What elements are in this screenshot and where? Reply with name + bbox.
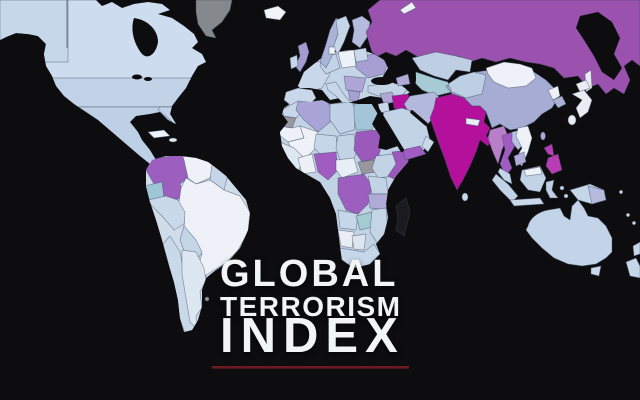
region-tasmania [590,265,602,277]
region-argentina [181,249,207,331]
region-oman [421,135,435,153]
region-australia [525,199,613,267]
region-caucasus [395,73,411,87]
region-drc [337,173,373,215]
region-taiwan [540,131,546,141]
region-cameroon-car [335,157,359,179]
region-sulawesi [545,179,559,199]
region-denmark [328,46,336,55]
great-lakes-east [144,77,152,81]
region-pacific-island-1 [625,212,631,218]
region-brazil [178,177,250,277]
region-cambodia [513,151,527,167]
region-south-africa [339,243,381,268]
persian-gulf [410,110,428,126]
region-yemen [401,145,427,161]
region-sri-lanka [461,192,469,202]
sea-of-okhotsk [576,12,622,80]
region-north-korea [547,85,561,101]
region-greenland [195,0,233,39]
region-moluccas-1 [559,185,565,191]
region-papua-new-guinea [587,185,607,205]
region-pacific-island-3 [618,189,624,195]
region-philippines-mindanao [545,153,563,175]
region-mongolia [485,61,537,89]
region-sweden [332,15,351,55]
title-line-terrorism: TERRORISM [220,291,402,322]
hudson-bay [132,18,158,57]
region-nepal [465,117,481,127]
region-java [509,197,545,207]
region-xinjiang [447,71,487,99]
region-new-zealand-south [625,257,640,279]
region-botswana [351,233,367,251]
title-underline [212,366,409,369]
region-angola [337,209,359,231]
region-pacific-island-2 [631,220,637,226]
region-ireland [289,54,299,70]
region-afghanistan-pakistan-india [429,93,493,191]
region-malaysia [497,167,513,185]
region-tanzania [367,193,389,211]
region-new-zealand-north [632,241,640,257]
region-baltics [353,47,369,63]
region-uk [294,41,310,73]
region-nigeria [313,151,339,181]
title-line-index: INDEX [220,309,405,363]
region-borneo-malaysia [523,166,543,177]
red-sea [372,102,404,152]
region-novaya-zemlya [399,1,417,15]
region-japan-hokkaido [575,79,591,93]
great-lakes-west [132,74,142,80]
region-south-korea [552,95,567,109]
region-namibia [337,229,355,249]
black-sea [371,77,393,85]
region-japan-kyushu [567,114,577,126]
title-line-global: GLOBAL [220,253,399,295]
region-ghana-ivory-coast [297,153,317,175]
region-hispaniola [168,137,178,143]
region-russia [365,0,640,95]
region-falklands [204,296,210,302]
region-finland [351,15,371,49]
region-iceland [263,5,287,21]
region-madagascar [395,197,411,237]
region-japan-honshu [571,89,593,119]
region-kazakhstan [411,51,473,81]
caspian-sea [404,64,416,92]
region-moluccas-2 [563,193,569,199]
region-balkans [343,75,367,93]
region-cuba [147,129,171,139]
